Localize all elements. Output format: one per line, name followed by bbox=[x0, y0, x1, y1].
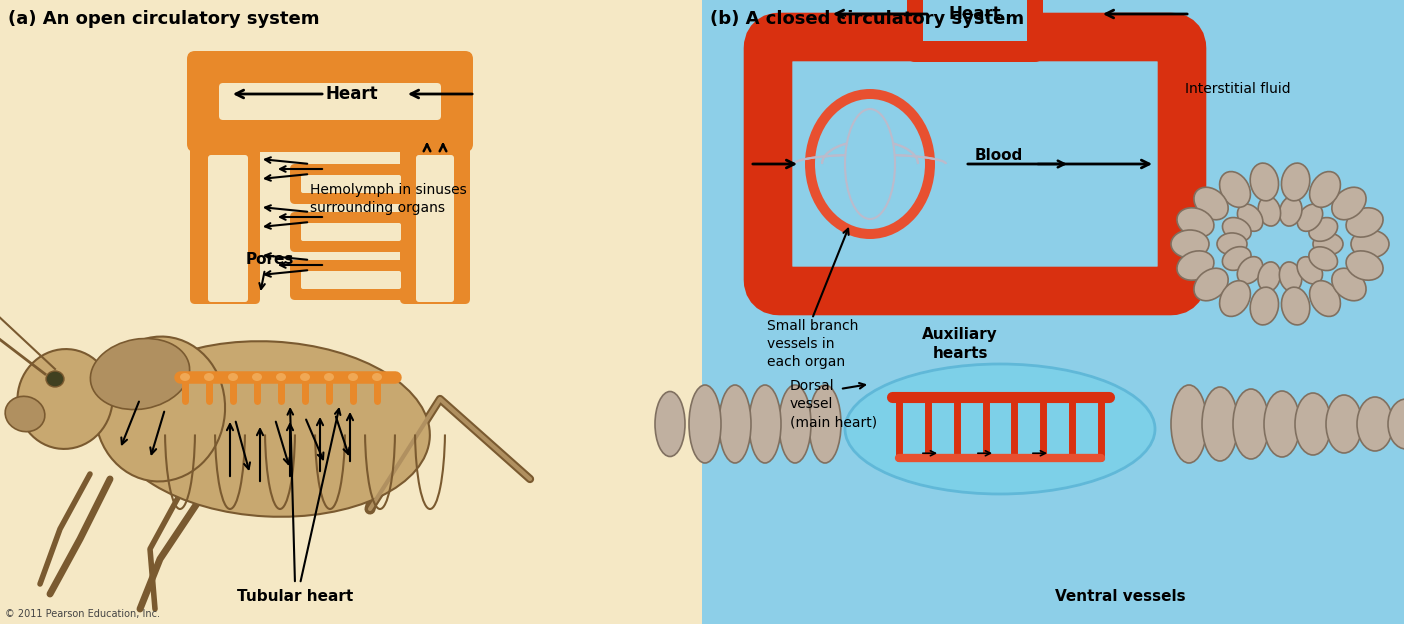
Ellipse shape bbox=[1177, 251, 1214, 280]
Ellipse shape bbox=[779, 385, 812, 463]
Text: Heart: Heart bbox=[326, 85, 378, 103]
Text: Ventral vessels: Ventral vessels bbox=[1054, 589, 1185, 604]
Ellipse shape bbox=[1223, 246, 1251, 270]
FancyBboxPatch shape bbox=[300, 223, 402, 241]
Ellipse shape bbox=[748, 385, 781, 463]
Ellipse shape bbox=[1332, 187, 1366, 220]
Ellipse shape bbox=[1346, 208, 1383, 237]
FancyBboxPatch shape bbox=[416, 155, 453, 302]
FancyBboxPatch shape bbox=[300, 175, 402, 193]
Text: Small branch
vessels in
each organ: Small branch vessels in each organ bbox=[767, 319, 858, 369]
Ellipse shape bbox=[1264, 391, 1300, 457]
Ellipse shape bbox=[277, 373, 286, 381]
Ellipse shape bbox=[1351, 230, 1389, 258]
Ellipse shape bbox=[90, 338, 190, 409]
Ellipse shape bbox=[1279, 262, 1302, 291]
Ellipse shape bbox=[1297, 204, 1323, 232]
Text: Blood: Blood bbox=[974, 149, 1024, 163]
Ellipse shape bbox=[1220, 172, 1251, 207]
Ellipse shape bbox=[204, 373, 213, 381]
Bar bbox=[920, 41, 1031, 61]
Ellipse shape bbox=[1358, 397, 1393, 451]
Bar bbox=[702, 0, 1404, 624]
Ellipse shape bbox=[719, 385, 751, 463]
Ellipse shape bbox=[1310, 172, 1341, 207]
FancyBboxPatch shape bbox=[219, 83, 441, 120]
Ellipse shape bbox=[348, 373, 358, 381]
Ellipse shape bbox=[95, 336, 225, 482]
Text: Tubular heart: Tubular heart bbox=[237, 589, 354, 604]
Ellipse shape bbox=[1258, 197, 1280, 226]
Ellipse shape bbox=[1258, 262, 1280, 291]
Ellipse shape bbox=[804, 89, 935, 239]
Ellipse shape bbox=[1309, 247, 1338, 271]
Text: Heart: Heart bbox=[949, 5, 1001, 23]
Ellipse shape bbox=[1297, 256, 1323, 284]
Ellipse shape bbox=[809, 385, 841, 463]
Text: Interstitial fluid: Interstitial fluid bbox=[1185, 82, 1290, 96]
Ellipse shape bbox=[1313, 233, 1344, 255]
Ellipse shape bbox=[1171, 385, 1207, 463]
Ellipse shape bbox=[17, 349, 112, 449]
FancyBboxPatch shape bbox=[300, 271, 402, 289]
Ellipse shape bbox=[1332, 268, 1366, 301]
FancyBboxPatch shape bbox=[190, 139, 260, 304]
Ellipse shape bbox=[46, 371, 65, 387]
Ellipse shape bbox=[1171, 230, 1209, 258]
Text: © 2011 Pearson Education, Inc.: © 2011 Pearson Education, Inc. bbox=[6, 609, 160, 619]
Ellipse shape bbox=[1279, 197, 1302, 226]
FancyBboxPatch shape bbox=[291, 164, 425, 204]
FancyBboxPatch shape bbox=[291, 212, 425, 252]
Ellipse shape bbox=[1310, 281, 1341, 316]
Ellipse shape bbox=[1217, 233, 1247, 255]
Ellipse shape bbox=[1233, 389, 1269, 459]
Ellipse shape bbox=[300, 373, 310, 381]
Ellipse shape bbox=[689, 385, 722, 463]
FancyBboxPatch shape bbox=[208, 155, 249, 302]
Ellipse shape bbox=[1193, 187, 1228, 220]
Text: (a) An open circulatory system: (a) An open circulatory system bbox=[8, 10, 320, 28]
Text: Dorsal
vessel
(main heart): Dorsal vessel (main heart) bbox=[790, 379, 878, 429]
Ellipse shape bbox=[1193, 268, 1228, 301]
Ellipse shape bbox=[1237, 256, 1262, 284]
FancyBboxPatch shape bbox=[922, 0, 1026, 46]
Ellipse shape bbox=[1237, 204, 1262, 232]
Ellipse shape bbox=[227, 373, 239, 381]
Ellipse shape bbox=[656, 391, 685, 457]
Ellipse shape bbox=[1325, 395, 1362, 453]
FancyBboxPatch shape bbox=[907, 0, 1043, 62]
Ellipse shape bbox=[1389, 399, 1404, 449]
FancyBboxPatch shape bbox=[187, 51, 473, 152]
Ellipse shape bbox=[1177, 208, 1214, 237]
Text: Hemolymph in sinuses
surrounding organs: Hemolymph in sinuses surrounding organs bbox=[310, 183, 466, 215]
Ellipse shape bbox=[1294, 393, 1331, 455]
Ellipse shape bbox=[1282, 163, 1310, 201]
FancyBboxPatch shape bbox=[291, 260, 425, 300]
Bar bbox=[0, 0, 702, 624]
Ellipse shape bbox=[251, 373, 263, 381]
Ellipse shape bbox=[6, 396, 45, 432]
Text: Pores: Pores bbox=[246, 251, 295, 266]
Ellipse shape bbox=[845, 364, 1155, 494]
Ellipse shape bbox=[180, 373, 190, 381]
Ellipse shape bbox=[110, 341, 430, 517]
Text: Auxiliary
hearts: Auxiliary hearts bbox=[922, 326, 998, 361]
Ellipse shape bbox=[1250, 287, 1279, 325]
FancyBboxPatch shape bbox=[400, 139, 470, 304]
Ellipse shape bbox=[1223, 218, 1251, 241]
Text: (b) A closed circulatory system: (b) A closed circulatory system bbox=[710, 10, 1024, 28]
Ellipse shape bbox=[1250, 163, 1279, 201]
Ellipse shape bbox=[372, 373, 382, 381]
Ellipse shape bbox=[1346, 251, 1383, 280]
Ellipse shape bbox=[845, 109, 894, 219]
Ellipse shape bbox=[324, 373, 334, 381]
Ellipse shape bbox=[1220, 281, 1251, 316]
Ellipse shape bbox=[1282, 287, 1310, 325]
Ellipse shape bbox=[1309, 218, 1338, 241]
Ellipse shape bbox=[1202, 387, 1238, 461]
Ellipse shape bbox=[814, 99, 925, 229]
